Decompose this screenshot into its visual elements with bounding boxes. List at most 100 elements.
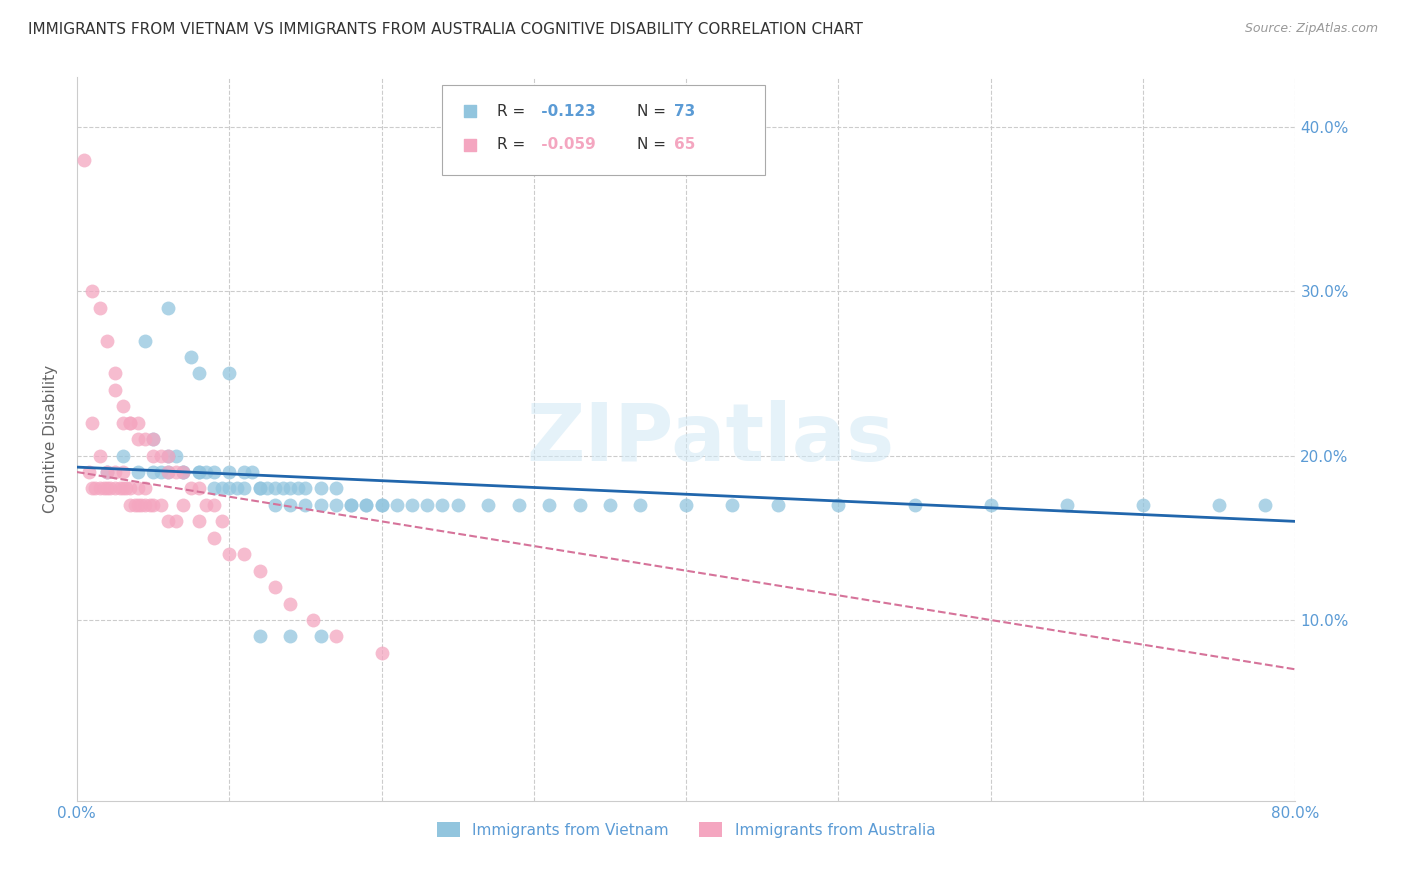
Point: [432, 498, 454, 512]
Point: [309, 482, 332, 496]
Point: [93, 482, 115, 496]
Point: [249, 482, 271, 496]
Point: [218, 482, 240, 496]
FancyBboxPatch shape: [443, 85, 765, 175]
Point: [538, 498, 561, 512]
Point: [225, 482, 247, 496]
Point: [356, 498, 378, 512]
Point: [287, 482, 309, 496]
Point: [233, 482, 256, 496]
Point: [370, 498, 392, 512]
Point: [256, 482, 278, 496]
Point: [111, 399, 134, 413]
Point: [165, 465, 187, 479]
Point: [218, 547, 240, 561]
Point: [233, 465, 256, 479]
Point: [165, 449, 187, 463]
Text: Source: ZipAtlas.com: Source: ZipAtlas.com: [1244, 22, 1378, 36]
Point: [187, 482, 209, 496]
Point: [173, 465, 195, 479]
Point: [82, 284, 104, 298]
Point: [173, 498, 195, 512]
Point: [157, 514, 180, 528]
Point: [278, 630, 301, 644]
Point: [120, 416, 142, 430]
Point: [264, 498, 287, 512]
Point: [218, 367, 240, 381]
Point: [104, 367, 127, 381]
Point: [264, 580, 287, 594]
Point: [165, 514, 187, 528]
Point: [142, 465, 165, 479]
Point: [309, 498, 332, 512]
Point: [264, 482, 287, 496]
Point: [157, 301, 180, 315]
Point: [104, 383, 127, 397]
Point: [1208, 498, 1230, 512]
Point: [89, 449, 111, 463]
Point: [240, 465, 263, 479]
Point: [84, 482, 107, 496]
Point: [356, 498, 378, 512]
Point: [82, 416, 104, 430]
Text: IMMIGRANTS FROM VIETNAM VS IMMIGRANTS FROM AUSTRALIA COGNITIVE DISABILITY CORREL: IMMIGRANTS FROM VIETNAM VS IMMIGRANTS FR…: [28, 22, 863, 37]
Text: R =: R =: [498, 104, 530, 119]
Text: N =: N =: [637, 104, 671, 119]
Point: [89, 482, 111, 496]
Point: [149, 498, 172, 512]
Point: [980, 498, 1002, 512]
Point: [271, 482, 294, 496]
Point: [385, 498, 408, 512]
Point: [127, 432, 149, 446]
Point: [149, 449, 172, 463]
Point: [142, 449, 165, 463]
Point: [149, 465, 172, 479]
Point: [142, 432, 165, 446]
Point: [187, 514, 209, 528]
Point: [127, 498, 149, 512]
Point: [73, 153, 96, 167]
Point: [173, 465, 195, 479]
Point: [157, 449, 180, 463]
Text: R =: R =: [498, 137, 530, 153]
Point: [157, 449, 180, 463]
Point: [599, 498, 621, 512]
Point: [325, 482, 347, 496]
Point: [477, 498, 499, 512]
Point: [134, 498, 156, 512]
Point: [134, 482, 156, 496]
Point: [1254, 498, 1277, 512]
Point: [104, 482, 127, 496]
Point: [114, 482, 136, 496]
Point: [96, 465, 118, 479]
Point: [218, 465, 240, 479]
Point: [202, 498, 225, 512]
Point: [139, 498, 162, 512]
Legend: Immigrants from Vietnam, Immigrants from Australia: Immigrants from Vietnam, Immigrants from…: [432, 815, 942, 844]
Point: [1132, 498, 1154, 512]
Point: [142, 498, 165, 512]
Point: [195, 465, 218, 479]
Point: [294, 482, 316, 496]
Point: [309, 630, 332, 644]
Point: [157, 465, 180, 479]
Point: [187, 367, 209, 381]
Point: [120, 498, 142, 512]
Point: [180, 350, 202, 364]
Point: [401, 498, 423, 512]
Point: [157, 465, 180, 479]
Point: [202, 531, 225, 545]
Point: [721, 498, 744, 512]
Point: [370, 498, 392, 512]
Text: -0.059: -0.059: [536, 137, 596, 153]
Point: [325, 498, 347, 512]
Point: [675, 498, 697, 512]
Point: [142, 432, 165, 446]
Point: [827, 498, 849, 512]
Text: 65: 65: [673, 137, 696, 153]
Point: [187, 465, 209, 479]
Point: [134, 432, 156, 446]
Point: [111, 449, 134, 463]
Text: 73: 73: [673, 104, 695, 119]
Point: [195, 498, 218, 512]
